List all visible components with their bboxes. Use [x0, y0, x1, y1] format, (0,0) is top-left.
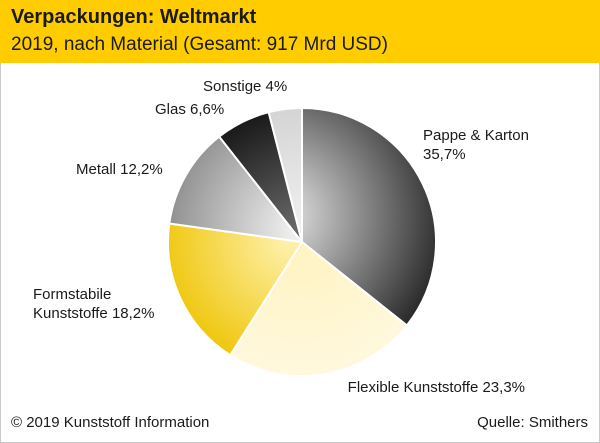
- slice-label-line: Flexible Kunststoffe 23,3%: [348, 379, 525, 396]
- slice-label-line: Pappe & Karton: [423, 127, 529, 144]
- slice-label-pappe-und-karton: Pappe & Karton 35,7%: [423, 127, 529, 163]
- copyright-note: © 2019 Kunststoff Information: [11, 414, 210, 431]
- slice-label-line: Metall 12,2%: [76, 161, 163, 178]
- slice-label-line: Kunststoffe 18,2%: [33, 305, 154, 322]
- pie-slice-flexible-kunststoffe: [229, 241, 408, 377]
- pie-slice-metall: [168, 135, 303, 243]
- chart-title: Verpackungen: Weltmarkt: [11, 6, 257, 28]
- pie-slice-pappe-und-karton: [301, 107, 437, 327]
- slice-label-line: Formstabile: [33, 286, 111, 303]
- slice-label-line: 35,7%: [423, 146, 466, 163]
- pie-slice-sonstige: [267, 107, 303, 243]
- source-note: Quelle: Smithers: [477, 414, 588, 431]
- slice-label-line: Sonstige 4%: [203, 78, 287, 95]
- pie-labels: Pappe & Karton 35,7% Flexible Kunststoffe …: [33, 78, 529, 396]
- slice-label-line: Glas 6,6%: [155, 101, 224, 118]
- slice-label-sonstige: Sonstige 4%: [203, 78, 287, 95]
- pie-slice-formstabile-kunststoffe: [167, 222, 303, 357]
- chart-header: Verpackungen: Weltmarkt 2019, nach Mater…: [0, 0, 600, 63]
- slice-label-flexible-kunststoffe: Flexible Kunststoffe 23,3%: [348, 379, 525, 396]
- slice-label-metall: Metall 12,2%: [76, 161, 163, 178]
- pie-slices: [167, 107, 437, 377]
- slice-label-glas: Glas 6,6%: [155, 101, 224, 118]
- slice-label-formstabile-kunststoffe: Formstabile Kunststoffe 18,2%: [33, 286, 154, 322]
- chart-subtitle: 2019, nach Material (Gesamt: 917 Mrd USD…: [11, 34, 388, 55]
